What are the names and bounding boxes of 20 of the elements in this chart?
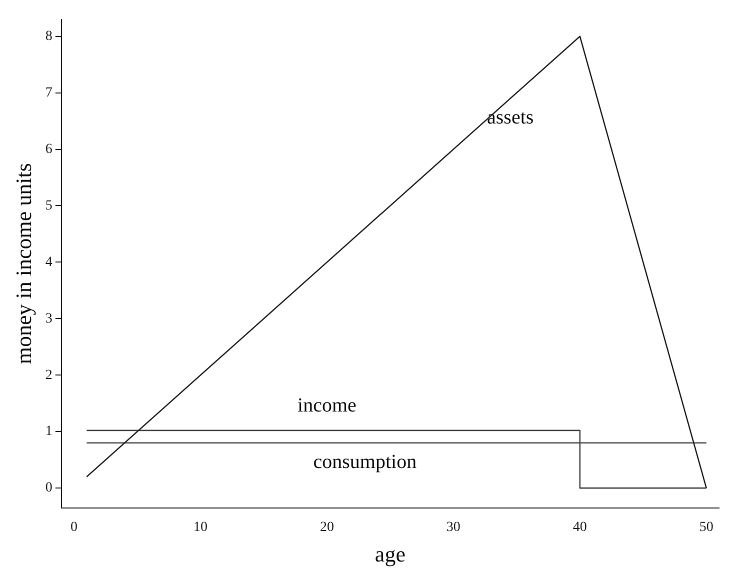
y-tick-label: 1: [45, 424, 52, 440]
y-tick-label: 7: [45, 85, 52, 100]
x-tick-label: 50: [699, 520, 714, 535]
y-tick-label: 5: [45, 198, 52, 214]
y-tick-label: 2: [45, 368, 52, 383]
x-tick-label: 30: [446, 520, 460, 535]
x-tick-label: 0: [70, 520, 78, 535]
y-tick-label: 8: [45, 29, 52, 44]
y-tick-label: 6: [45, 142, 52, 157]
y-tick-label: 3: [45, 311, 52, 326]
series-label: income: [298, 394, 357, 416]
series-label: consumption: [313, 450, 417, 473]
x-tick-label: 40: [572, 520, 587, 535]
y-tick-label: 0: [45, 480, 52, 496]
x-axis-title: age: [374, 542, 406, 567]
y-tick-label: 4: [45, 254, 52, 270]
x-tick-label: 20: [320, 520, 334, 535]
y-axis-title: money in income units: [10, 163, 36, 364]
x-tick-label: 10: [194, 520, 208, 535]
series-label: assets: [487, 106, 534, 128]
